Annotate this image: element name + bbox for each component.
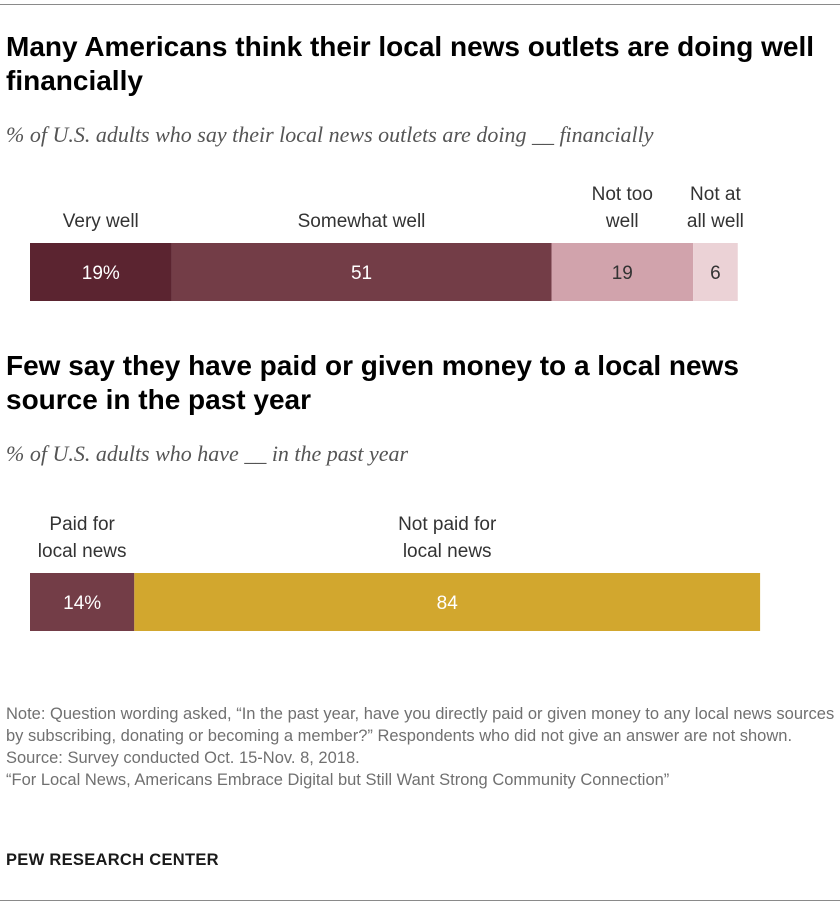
chart-1-bar-1 (171, 243, 552, 301)
notes-block: Note: Question wording asked, “In the pa… (6, 703, 836, 791)
top-rule (0, 4, 840, 5)
chart-1-stacked-bar: 19% Very well 51 Somewhat well 19 Not too well… (30, 184, 744, 301)
chart-1-bar-3 (693, 243, 738, 301)
chart-2-bar-1 (134, 573, 761, 631)
report-title-text: “For Local News, Americans Embrace Digit… (6, 771, 670, 789)
chart-1-value-label-2: 19 (612, 263, 633, 284)
chart-2-bar-0 (30, 573, 135, 631)
chart-2-value-label-1: 84 (437, 593, 459, 614)
chart-1-bar-0 (30, 243, 172, 301)
chart-1-subtitle: % of U.S. adults who say their local new… (6, 122, 654, 147)
chart-1-bar-2 (551, 243, 694, 301)
chart-1-value-label-1: 51 (351, 263, 372, 284)
chart-1-category-label-2: Not too well (592, 184, 653, 232)
chart-1-value-label-3: 6 (710, 263, 721, 284)
chart-1-category-label-0: Very well (63, 211, 139, 232)
pew-research-center-logo-text: PEW RESEARCH CENTER (6, 851, 219, 869)
note-text: Note: Question wording asked, “In the pa… (6, 705, 835, 745)
chart-1-title: Many Americans think their local news ou… (6, 31, 815, 96)
chart-2-title: Few say they have paid or given money to… (6, 350, 739, 415)
chart-2-subtitle: % of U.S. adults who have __ in the past… (6, 441, 409, 466)
chart-1-value-label-0: 19% (82, 263, 120, 284)
source-text: Source: Survey conducted Oct. 15-Nov. 8,… (6, 749, 360, 767)
chart-1-category-label-3: Not at all well (687, 184, 744, 232)
chart-2-category-label-0: Paid for local news (38, 514, 127, 562)
chart-2-stacked-bar: 14% Paid for local news 84 Not paid for local… (30, 514, 761, 631)
chart-2-category-label-1: Not paid for local news (398, 514, 497, 562)
chart-2-value-label-0: 14% (63, 593, 101, 614)
bottom-rule (0, 900, 840, 901)
chart-1-category-label-1: Somewhat well (298, 211, 426, 232)
